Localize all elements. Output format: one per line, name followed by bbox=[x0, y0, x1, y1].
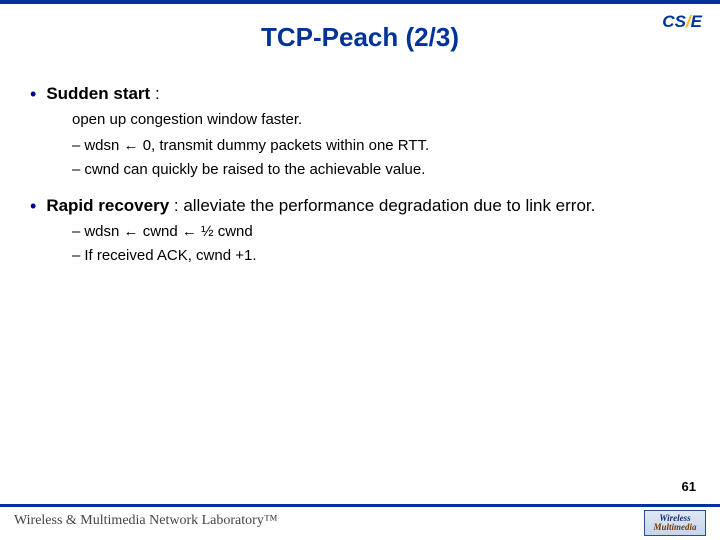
bullet-after: : alleviate the performance degradation … bbox=[169, 196, 595, 215]
sub-text: wdsn ← cwnd ← ½ cwnd bbox=[84, 221, 252, 243]
sub-item: – wdsn ← cwnd ← ½ cwnd bbox=[72, 221, 692, 243]
bullet-sudden-start: • Sudden start : bbox=[28, 83, 692, 105]
bullet-label: Sudden start bbox=[46, 84, 150, 103]
title-part: (2/3) bbox=[406, 22, 459, 52]
page-title: TCP-Peach (2/3) bbox=[0, 22, 720, 53]
footer: Wireless & Multimedia Network Laboratory… bbox=[0, 504, 720, 540]
bullet-rapid-recovery: • Rapid recovery : alleviate the perform… bbox=[28, 195, 692, 217]
bullet-dot-icon: • bbox=[30, 83, 36, 105]
sub-item: – cwnd can quickly be raised to the achi… bbox=[72, 159, 692, 181]
dash-icon: – bbox=[72, 159, 80, 181]
bullet-text: Sudden start : bbox=[46, 83, 159, 105]
top-bar bbox=[0, 0, 720, 4]
footer-logo: Wireless Multimedia bbox=[644, 510, 706, 536]
dash-icon: – bbox=[72, 135, 80, 157]
footer-text: Wireless & Multimedia Network Laboratory… bbox=[0, 507, 720, 529]
content-area: • Sudden start : open up congestion wind… bbox=[0, 83, 720, 267]
bullet-text: Rapid recovery : alleviate the performan… bbox=[46, 195, 595, 217]
dash-icon: – bbox=[72, 221, 80, 243]
dash-icon: – bbox=[72, 245, 80, 267]
sub-text: wdsn ← 0, transmit dummy packets within … bbox=[84, 135, 429, 157]
sub-list-1: – wdsn ← 0, transmit dummy packets withi… bbox=[72, 135, 692, 181]
logo-top: CS/E bbox=[662, 12, 702, 32]
page-number: 61 bbox=[682, 479, 696, 494]
sub-item: – wdsn ← 0, transmit dummy packets withi… bbox=[72, 135, 692, 157]
footer-logo-line2: Multimedia bbox=[645, 523, 705, 532]
sub-item: – If received ACK, cwnd +1. bbox=[72, 245, 692, 267]
bullet-dot-icon: • bbox=[30, 195, 36, 217]
bullet-label: Rapid recovery bbox=[46, 196, 169, 215]
sub-list-2: – wdsn ← cwnd ← ½ cwnd – If received ACK… bbox=[72, 221, 692, 267]
sub-text: cwnd can quickly be raised to the achiev… bbox=[84, 159, 425, 181]
title-main: TCP-Peach bbox=[261, 22, 406, 52]
sub-text: If received ACK, cwnd +1. bbox=[84, 245, 256, 267]
logo-cs: CS bbox=[662, 12, 686, 31]
bullet-after: : bbox=[150, 84, 159, 103]
plain-sub-line: open up congestion window faster. bbox=[72, 109, 692, 131]
logo-e: E bbox=[691, 12, 702, 31]
